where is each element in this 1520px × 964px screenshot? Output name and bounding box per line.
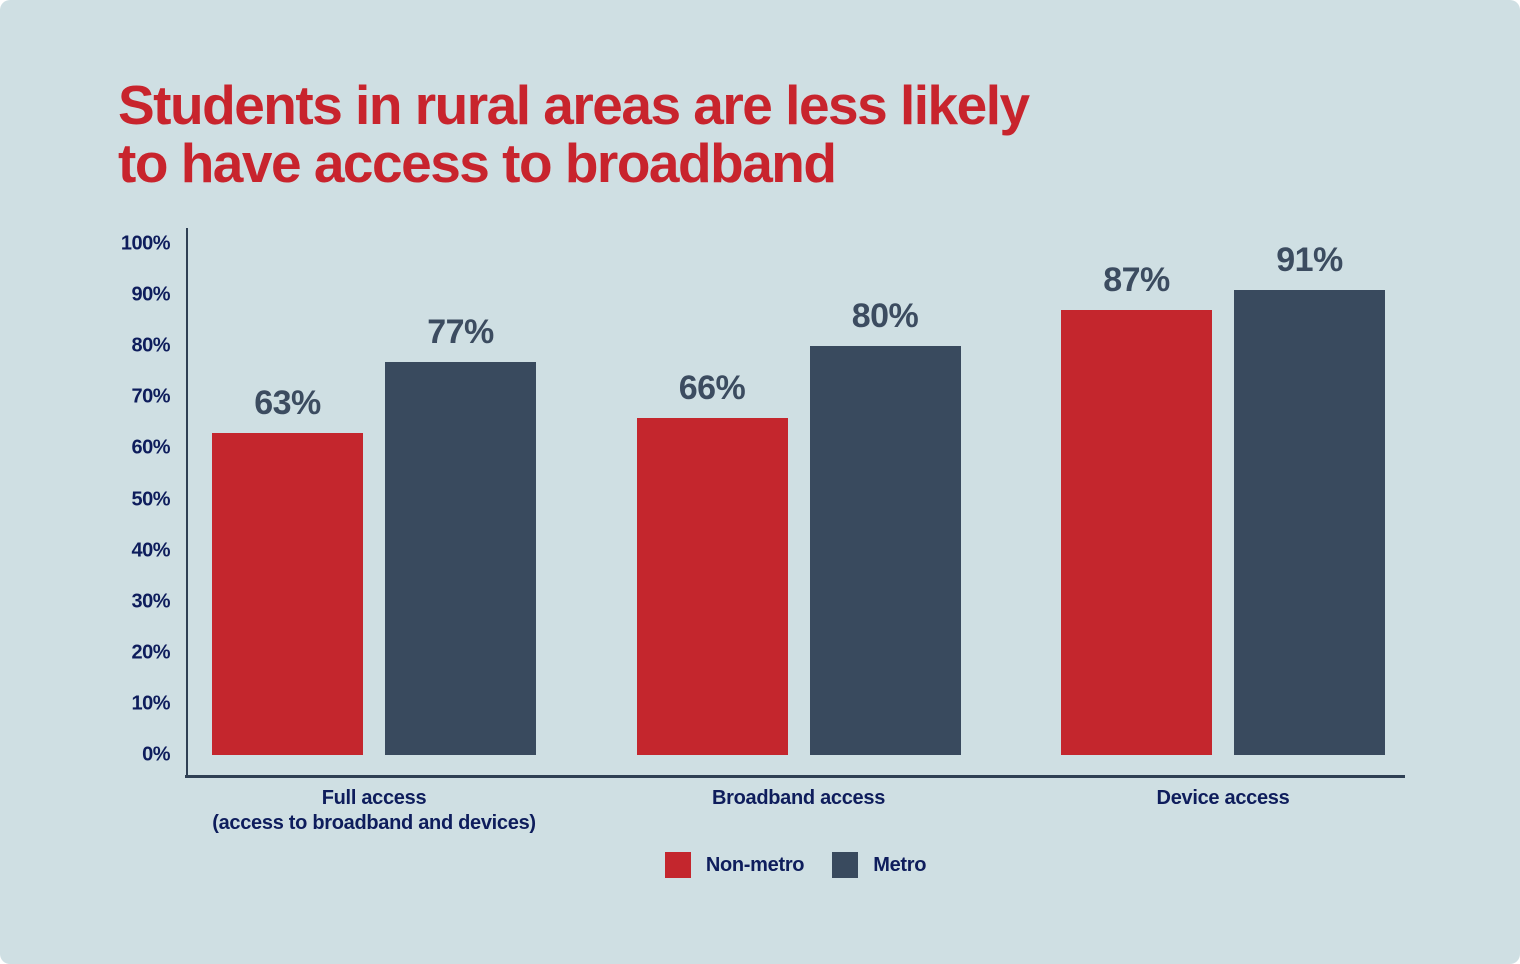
y-axis-tick-label: 50% [131, 488, 170, 510]
y-axis-tick-label: 20% [131, 641, 170, 664]
y-axis-tick-label: 60% [131, 436, 170, 459]
chart-title-line1: Students in rural areas are less likely [118, 74, 1030, 136]
bar-value-label-metro-device-access: 91% [1276, 241, 1343, 279]
y-axis-line [186, 228, 188, 778]
legend-item-non-metro: Non-metro [664, 852, 805, 878]
bar-non-metro-broadband-access [636, 417, 788, 755]
legend: Non-metro Metro [187, 852, 1404, 878]
y-axis-tick-label: 100% [120, 232, 171, 255]
legend-color-swatch-non-metro [664, 852, 691, 878]
bar-non-metro-full-access [212, 433, 363, 755]
y-axis-tick-label: 90% [131, 283, 170, 306]
legend-label-metro: Metro [873, 853, 927, 876]
x-axis-category-label-device-access: Device access [1157, 786, 1290, 811]
x-axis-category-label-line: Device access [1156, 787, 1290, 809]
bar-value-label-non-metro-full-access: 63% [254, 384, 321, 423]
y-axis-tick-label: 0% [142, 743, 170, 766]
y-axis-tick-label: 80% [131, 334, 170, 357]
y-axis-tick-label: 70% [131, 385, 170, 408]
y-axis-tick-label: 40% [131, 539, 170, 562]
x-axis-line [185, 775, 1405, 778]
legend-label-non-metro: Non-metro [705, 853, 805, 876]
y-axis-tick-label: 10% [131, 692, 170, 715]
bar-value-label-non-metro-device-access: 87% [1103, 261, 1170, 300]
plot-area: 63% 77% 66% 80% 87% 91% [187, 241, 1404, 755]
chart-title-line2: to have access to broadband [118, 132, 837, 194]
chart-title: Students in rural areas are less likely … [118, 74, 1030, 194]
x-axis-category-label-line: Broadband access [711, 787, 886, 809]
x-axis-category-label-full-access: Full access (access to broadband and devi… [212, 786, 536, 836]
x-axis-category-label-broadband-access: Broadband access [712, 786, 885, 811]
y-axis-tick-label: 30% [131, 590, 170, 613]
bar-value-label-non-metro-broadband-access: 66% [678, 368, 746, 407]
x-axis-category-label-line: (access to broadband and devices) [212, 812, 536, 834]
legend-color-swatch-metro [832, 852, 859, 878]
bar-metro-full-access [385, 361, 536, 755]
bar-metro-device-access [1234, 290, 1385, 755]
x-axis-category-label-line: Full access [321, 787, 427, 809]
bar-value-label-metro-broadband-access: 80% [851, 297, 919, 336]
bar-metro-broadband-access [809, 346, 961, 755]
bar-non-metro-device-access [1061, 310, 1212, 755]
bar-value-label-metro-full-access: 77% [427, 312, 494, 351]
legend-item-metro: Metro [832, 852, 926, 878]
